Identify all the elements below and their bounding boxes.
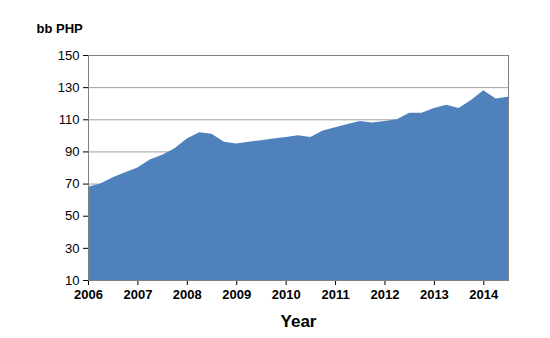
svg-text:2010: 2010	[272, 287, 301, 302]
svg-text:2006: 2006	[74, 287, 103, 302]
svg-text:70: 70	[65, 176, 79, 191]
svg-text:2014: 2014	[469, 287, 499, 302]
svg-text:2009: 2009	[222, 287, 251, 302]
svg-text:2008: 2008	[173, 287, 202, 302]
svg-text:50: 50	[65, 208, 79, 223]
svg-text:90: 90	[65, 144, 79, 159]
svg-text:Year: Year	[281, 312, 317, 331]
svg-text:150: 150	[58, 48, 80, 63]
svg-text:110: 110	[59, 112, 80, 127]
svg-text:2013: 2013	[420, 287, 449, 302]
svg-text:2012: 2012	[371, 287, 400, 302]
svg-text:2007: 2007	[123, 287, 152, 302]
svg-text:30: 30	[65, 241, 79, 256]
svg-text:130: 130	[58, 80, 80, 95]
svg-text:2011: 2011	[321, 287, 349, 302]
svg-text:bb PHP: bb PHP	[37, 21, 84, 36]
svg-text:10: 10	[65, 273, 79, 288]
